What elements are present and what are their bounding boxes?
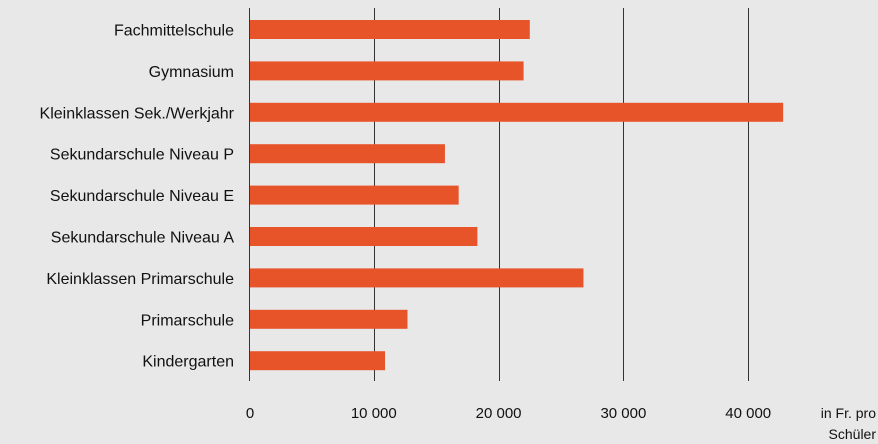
category-label: Sekundarschule Niveau P bbox=[50, 147, 234, 164]
bar-fachmittelschule bbox=[250, 20, 530, 39]
x-tick-label: 0 bbox=[246, 405, 254, 422]
category-label: Sekundarschule Niveau E bbox=[50, 188, 234, 205]
category-label-layer: Fachmittelschule Gymnasium Kleinklassen Se… bbox=[40, 23, 235, 371]
x-tick-label: 30 000 bbox=[600, 405, 646, 422]
tick-label-layer: 0 10 000 20 000 30 000 40 000 bbox=[246, 405, 771, 422]
category-label: Primarschule bbox=[141, 312, 234, 329]
category-label: Kleinklassen Sek./Werkjahr bbox=[40, 105, 235, 122]
bar-layer bbox=[250, 20, 783, 370]
bar-kleinklassen-primarschule bbox=[250, 268, 583, 287]
category-label: Sekundarschule Niveau A bbox=[51, 230, 235, 247]
bar-kleinklassen-sek-werkjahr bbox=[250, 103, 783, 122]
category-label: Kindergarten bbox=[142, 354, 234, 371]
category-label: Fachmittelschule bbox=[114, 23, 234, 40]
bar-gymnasium bbox=[250, 61, 524, 80]
category-label: Kleinklassen Primarschule bbox=[46, 271, 234, 288]
bar-sekundarschule-niveau-p bbox=[250, 144, 445, 163]
x-tick-label: 10 000 bbox=[351, 405, 397, 422]
x-axis-title: in Fr. pro Schüler bbox=[821, 405, 877, 442]
x-tick-label: 20 000 bbox=[476, 405, 522, 422]
x-axis-unit-line-2: Schüler bbox=[829, 426, 877, 442]
bar-sekundarschule-niveau-a bbox=[250, 227, 477, 246]
category-label: Gymnasium bbox=[149, 64, 234, 81]
bar-primarschule bbox=[250, 310, 407, 329]
x-axis-unit-line-1: in Fr. pro bbox=[821, 405, 876, 421]
bar-kindergarten bbox=[250, 351, 385, 370]
bar-sekundarschule-niveau-e bbox=[250, 186, 459, 205]
x-tick-label: 40 000 bbox=[725, 405, 771, 422]
